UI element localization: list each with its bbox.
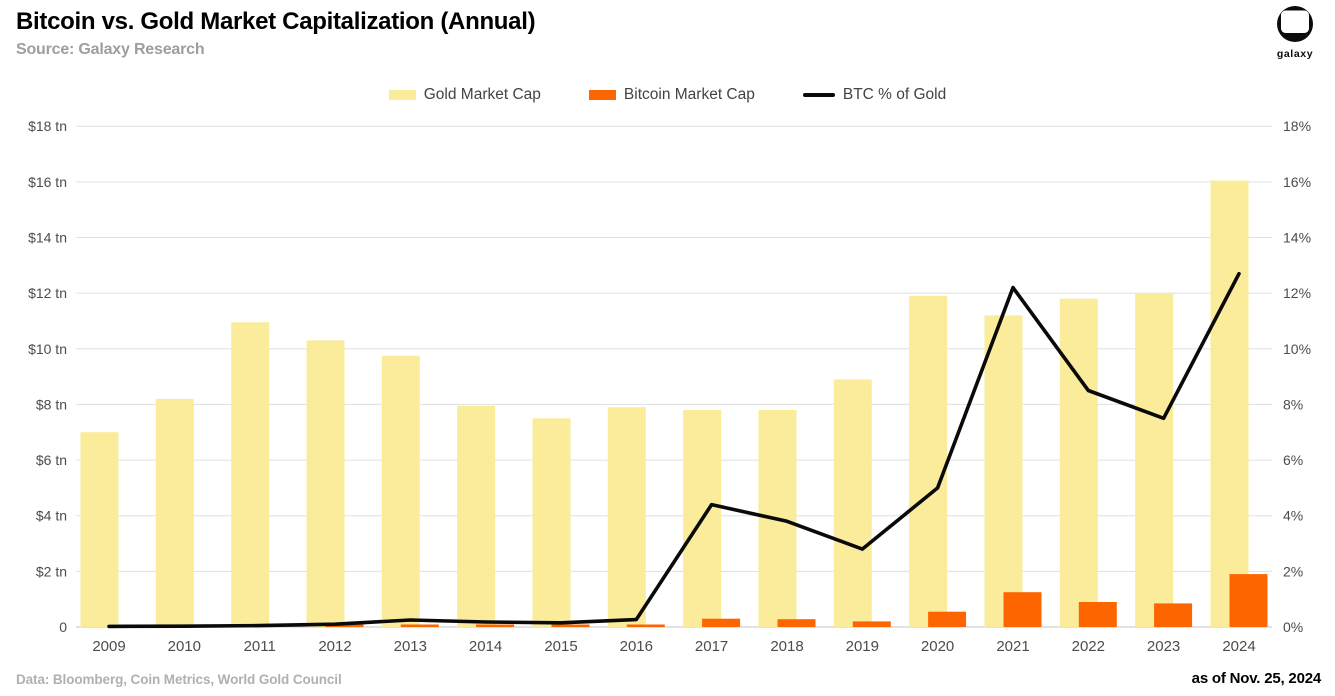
svg-text:18%: 18% [1283, 118, 1311, 134]
page-title: Bitcoin vs. Gold Market Capitalization (… [16, 8, 536, 35]
svg-text:$2 tn: $2 tn [36, 563, 67, 579]
svg-text:2012: 2012 [318, 638, 351, 655]
svg-text:$4 tn: $4 tn [36, 508, 67, 524]
svg-text:$16 tn: $16 tn [28, 174, 67, 190]
svg-text:0%: 0% [1283, 619, 1303, 635]
svg-text:2013: 2013 [394, 638, 427, 655]
svg-text:2024: 2024 [1222, 638, 1255, 655]
svg-text:2015: 2015 [544, 638, 577, 655]
svg-text:2011: 2011 [244, 638, 276, 655]
svg-text:2%: 2% [1283, 563, 1303, 579]
line-swatch-icon [802, 93, 835, 97]
gold-swatch-icon [388, 90, 416, 100]
bitcoin-swatch-icon [588, 90, 616, 100]
svg-text:6%: 6% [1283, 452, 1303, 468]
chart-legend: Gold Market Cap Bitcoin Market Cap BTC %… [0, 86, 1335, 104]
svg-text:14%: 14% [1283, 229, 1311, 245]
legend-label: BTC % of Gold [842, 86, 947, 103]
legend-item-btc-pct: BTC % of Gold [802, 86, 947, 104]
svg-text:$6 tn: $6 tn [36, 452, 67, 468]
svg-text:0: 0 [59, 619, 67, 635]
svg-text:2019: 2019 [846, 638, 879, 655]
svg-text:$12 tn: $12 tn [28, 285, 67, 301]
svg-text:$18 tn: $18 tn [28, 118, 67, 134]
galaxy-logo: galaxy [1263, 4, 1327, 60]
legend-item-gold: Gold Market Cap [388, 86, 541, 104]
footer-data-sources: Data: Bloomberg, Coin Metrics, World Gol… [16, 672, 342, 687]
svg-text:2018: 2018 [770, 638, 803, 655]
svg-text:$10 tn: $10 tn [28, 341, 67, 357]
svg-text:10%: 10% [1283, 341, 1311, 357]
chart-header: Bitcoin vs. Gold Market Capitalization (… [16, 8, 536, 59]
svg-text:8%: 8% [1283, 396, 1303, 412]
svg-text:2016: 2016 [620, 638, 653, 655]
svg-text:$14 tn: $14 tn [28, 229, 67, 245]
svg-text:2010: 2010 [168, 638, 201, 655]
legend-item-bitcoin: Bitcoin Market Cap [588, 86, 755, 104]
svg-text:2020: 2020 [921, 638, 954, 655]
svg-text:$8 tn: $8 tn [36, 396, 67, 412]
svg-text:2021: 2021 [996, 638, 1029, 655]
svg-text:2009: 2009 [92, 638, 125, 655]
galaxy-logo-label: galaxy [1276, 48, 1314, 60]
svg-text:16%: 16% [1283, 174, 1311, 190]
svg-text:12%: 12% [1283, 285, 1311, 301]
legend-label: Gold Market Cap [423, 86, 541, 103]
legend-label: Bitcoin Market Cap [623, 86, 755, 103]
page-subtitle: Source: Galaxy Research [16, 40, 205, 58]
footer-as-of-date: as of Nov. 25, 2024 [1191, 670, 1322, 687]
galaxy-logo-icon [1277, 6, 1313, 42]
svg-text:4%: 4% [1283, 508, 1303, 524]
svg-text:2017: 2017 [695, 638, 728, 655]
svg-text:2014: 2014 [469, 638, 502, 655]
svg-text:2022: 2022 [1072, 638, 1105, 655]
svg-text:2023: 2023 [1147, 638, 1180, 655]
